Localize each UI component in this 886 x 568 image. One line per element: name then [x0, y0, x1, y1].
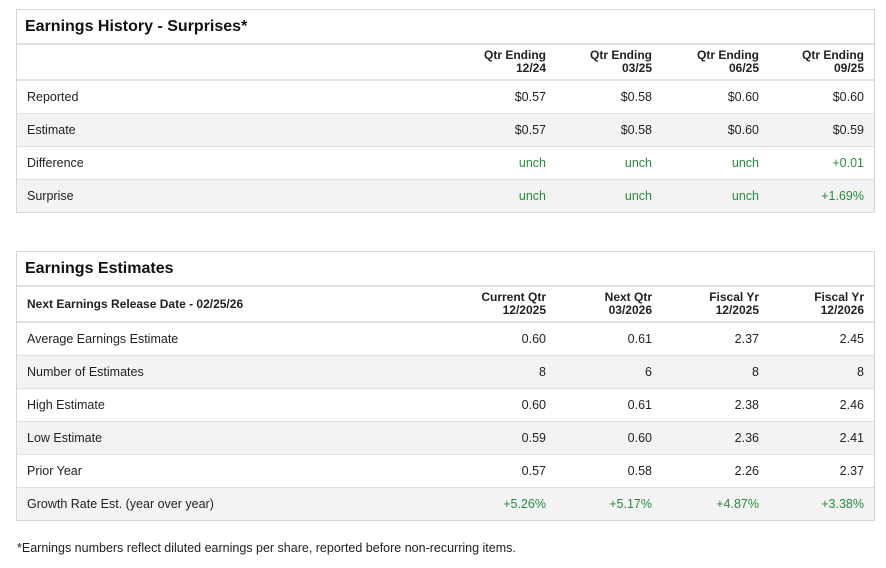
row-label: Prior Year [27, 464, 82, 478]
column-header: Qtr Ending 12/24 [450, 49, 556, 75]
column-header: Next Qtr 03/2026 [556, 291, 662, 317]
earnings-estimates-table: Next Earnings Release Date - 02/25/26 Cur… [17, 287, 874, 520]
row-label: Low Estimate [27, 431, 103, 445]
column-header: Qtr Ending 06/25 [662, 49, 769, 75]
table-cell: $0.57 [514, 90, 546, 104]
table-cell: 2.36 [734, 431, 759, 445]
table-cell: $0.58 [620, 90, 652, 104]
table-cell: +5.17% [609, 497, 652, 511]
table-row: Average Earnings Estimate 0.60 0.61 2.37 2.4… [17, 323, 874, 356]
table-cell: 2.38 [734, 398, 759, 412]
column-header: Qtr Ending 09/25 [769, 49, 874, 75]
table-row: Estimate $0.57 $0.58 $0.60 $0.59 [17, 114, 874, 147]
table-cell: 0.60 [627, 431, 652, 445]
column-header-line2: 06/25 [728, 61, 759, 75]
table-row: Surprise unch unch unch +1.69% [17, 180, 874, 212]
table-cell: unch [624, 156, 652, 170]
earnings-history-panel: Earnings History - Surprises* Qtr Ending… [16, 9, 875, 213]
table-row: High Estimate 0.60 0.61 2.38 2.46 [17, 389, 874, 422]
column-header-line1: Next Qtr [604, 290, 652, 304]
panel-title: Earnings History - Surprises* [17, 10, 874, 45]
table-row: Prior Year 0.57 0.58 2.26 2.37 [17, 455, 874, 488]
row-label: Growth Rate Est. (year over year) [27, 497, 214, 511]
table-cell: $0.60 [727, 90, 759, 104]
row-label: Average Earnings Estimate [27, 332, 179, 346]
table-cell: 2.37 [734, 332, 759, 346]
column-header-line2: 12/2025 [715, 303, 759, 317]
table-cell: +1.69% [821, 189, 864, 203]
table-cell: unch [731, 156, 759, 170]
table-cell: +3.38% [821, 497, 864, 511]
row-label: High Estimate [27, 398, 105, 412]
column-header-line1: Fiscal Yr [814, 290, 864, 304]
column-header-line1: Qtr Ending [590, 48, 652, 62]
table-cell: 0.58 [627, 464, 652, 478]
table-header-row: Qtr Ending 12/24 Qtr Ending 03/25 Qtr Ending… [17, 45, 874, 81]
earnings-history-table: Qtr Ending 12/24 Qtr Ending 03/25 Qtr Ending… [17, 45, 874, 212]
column-header-line2: 03/25 [621, 61, 652, 75]
table-cell: 2.46 [839, 398, 864, 412]
table-cell: 0.60 [521, 398, 546, 412]
footnote: *Earnings numbers reflect diluted earnin… [17, 541, 516, 555]
table-header-row: Next Earnings Release Date - 02/25/26 Cur… [17, 287, 874, 323]
table-cell: unch [518, 189, 546, 203]
panel-title: Earnings Estimates [17, 252, 874, 287]
column-header: Qtr Ending 03/25 [556, 49, 662, 75]
column-header-line2: 09/25 [833, 61, 864, 75]
earnings-estimates-panel: Earnings Estimates Next Earnings Release… [16, 251, 875, 521]
table-cell: 0.57 [521, 464, 546, 478]
column-header-line2: 12/24 [515, 61, 546, 75]
table-cell: 0.61 [627, 398, 652, 412]
table-cell: $0.60 [727, 123, 759, 137]
table-cell: 8 [752, 365, 759, 379]
table-cell: $0.57 [514, 123, 546, 137]
table-cell: unch [518, 156, 546, 170]
column-header: Fiscal Yr 12/2025 [662, 291, 769, 317]
row-label: Difference [27, 156, 84, 170]
table-cell: 6 [645, 365, 652, 379]
table-row: Growth Rate Est. (year over year) +5.26% +… [17, 488, 874, 520]
table-cell: 8 [857, 365, 864, 379]
table-cell: 2.37 [839, 464, 864, 478]
table-cell: 2.45 [839, 332, 864, 346]
table-cell: 2.26 [734, 464, 759, 478]
table-row: Number of Estimates 8 6 8 8 [17, 356, 874, 389]
table-cell: $0.60 [832, 90, 864, 104]
table-cell: unch [624, 189, 652, 203]
row-label: Estimate [27, 123, 76, 137]
row-label: Number of Estimates [27, 365, 144, 379]
column-header-line2: 12/2025 [502, 303, 546, 317]
table-cell: 2.41 [839, 431, 864, 445]
table-cell: $0.59 [832, 123, 864, 137]
table-row: Difference unch unch unch +0.01 [17, 147, 874, 180]
column-header-line1: Fiscal Yr [709, 290, 759, 304]
column-header-line1: Qtr Ending [697, 48, 759, 62]
column-header-line1: Current Qtr [481, 290, 546, 304]
header-label: Next Earnings Release Date - 02/25/26 [27, 296, 244, 311]
table-cell: 0.61 [627, 332, 652, 346]
table-cell: 8 [539, 365, 546, 379]
column-header-line1: Qtr Ending [484, 48, 546, 62]
table-cell: unch [731, 189, 759, 203]
table-cell: +4.87% [716, 497, 759, 511]
table-cell: +0.01 [832, 156, 864, 170]
table-cell: 0.59 [521, 431, 546, 445]
table-row: Reported $0.57 $0.58 $0.60 $0.60 [17, 81, 874, 114]
row-label: Reported [27, 90, 79, 104]
column-header: Current Qtr 12/2025 [450, 291, 556, 317]
column-header-line2: 12/2026 [820, 303, 864, 317]
row-label: Surprise [27, 189, 74, 203]
table-row: Low Estimate 0.59 0.60 2.36 2.41 [17, 422, 874, 455]
column-header: Fiscal Yr 12/2026 [769, 291, 874, 317]
table-cell: 0.60 [521, 332, 546, 346]
column-header-line1: Qtr Ending [802, 48, 864, 62]
table-cell: $0.58 [620, 123, 652, 137]
column-header-line2: 03/2026 [608, 303, 652, 317]
table-cell: +5.26% [503, 497, 546, 511]
